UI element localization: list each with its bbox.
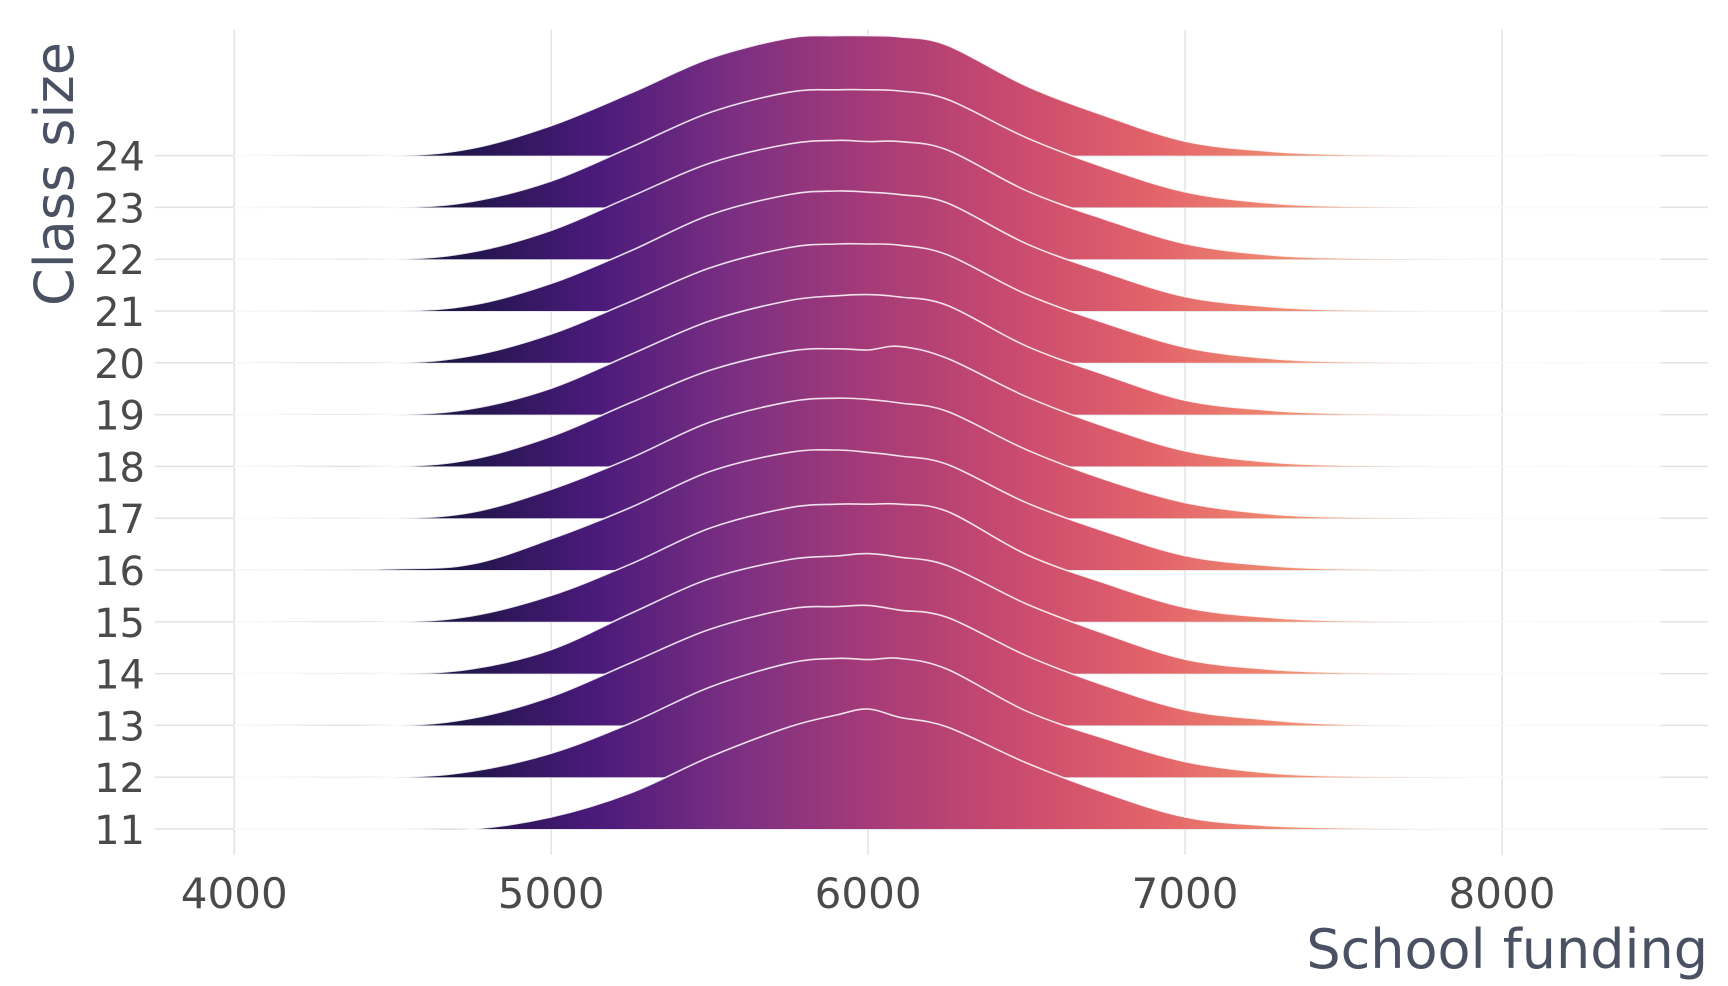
y-axis-title: Class size [23,42,86,306]
y-tick-label: 19 [94,394,145,440]
y-tick-label: 16 [94,549,145,595]
ridge-21 [234,190,1661,313]
ridge-line-11 [234,708,1661,831]
y-tick-label: 12 [94,756,145,802]
y-tick-label: 13 [94,704,145,750]
ridge-area-22 [234,140,1661,260]
ridge-line-21 [234,190,1661,313]
ridge-area-19 [234,294,1661,416]
x-axis-title: School funding [1306,918,1708,981]
ridge-line-20 [234,242,1661,365]
ridge-17 [234,397,1661,520]
ridge-line-14 [234,552,1661,675]
ridge-19 [234,293,1661,416]
ridge-15 [234,502,1661,624]
y-tick-label: 24 [94,135,145,181]
ridge-area-20 [234,243,1661,364]
ridge-line-17 [234,397,1661,520]
ridge-16 [234,449,1661,571]
ridge-line-22 [234,139,1661,261]
ridge-13 [234,604,1661,727]
y-axis-ticks: 11 12 13 14 15 16 17 18 19 20 21 22 23 24 [94,135,145,854]
ridge-area-16 [234,449,1661,571]
y-tick-label: 14 [94,653,145,699]
ridge-14 [234,552,1661,675]
ridge-12 [234,657,1661,779]
y-tick-label: 21 [94,290,145,336]
ridge-area-12 [234,657,1661,778]
ridge-line-23 [234,88,1661,209]
x-tick-label: 7000 [1132,869,1239,918]
ridge-area-11 [234,708,1661,830]
ridge-area-18 [234,346,1661,467]
ridge-area-14 [234,553,1661,674]
x-tick-label: 4000 [181,869,288,918]
x-tick-label: 8000 [1449,869,1556,918]
ridge-area-21 [234,190,1661,312]
y-tick-label: 18 [94,445,145,491]
ridge-area-15 [234,503,1661,623]
x-tick-label: 5000 [498,869,605,918]
ridge-line-19 [234,293,1661,416]
ridge-area-24 [234,35,1661,157]
ridge-line-18 [234,345,1661,468]
x-axis-ticks: 4000 5000 6000 7000 8000 [181,869,1556,918]
ridge-line-16 [234,449,1661,571]
y-tick-label: 11 [94,808,145,854]
y-tick-label: 20 [94,342,145,388]
ridge-23 [234,88,1661,209]
ridge-18 [234,345,1661,468]
y-tick-label: 17 [94,497,145,543]
ridge-line-24 [234,34,1661,157]
ridge-area-17 [234,398,1661,519]
ridge-24 [234,34,1661,157]
y-tick-label: 15 [94,601,145,647]
ridge-area-13 [234,605,1661,726]
x-tick-label: 6000 [815,869,922,918]
y-tick-label: 22 [94,238,145,284]
ridge-20 [234,242,1661,365]
y-tick-label: 23 [94,186,145,232]
ridge-line-12 [234,657,1661,779]
density-ridges [234,34,1661,831]
ridge-11 [234,708,1661,831]
ridge-area-23 [234,89,1661,208]
ridge-line-15 [234,502,1661,624]
ridge-22 [234,139,1661,261]
ridge-line-13 [234,604,1661,727]
